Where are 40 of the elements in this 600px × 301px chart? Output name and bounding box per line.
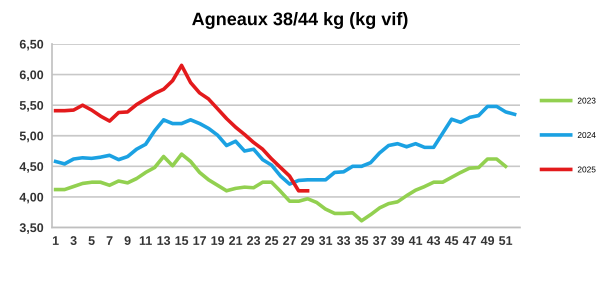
chart-title: Agneaux 38/44 kg (kg vif) — [192, 12, 408, 29]
x-tick-label: 1 — [52, 236, 59, 245]
legend-label: 2023 — [578, 98, 596, 104]
x-tick-label: 9 — [124, 236, 131, 246]
x-tick-label: 31 — [318, 236, 332, 246]
y-tick-label: 5,50 — [20, 100, 44, 112]
x-tick-label: 39 — [390, 236, 404, 246]
x-tick-label: 35 — [354, 236, 368, 246]
x-tick-label: 49 — [480, 236, 494, 246]
x-tick-label: 43 — [426, 236, 440, 246]
x-tick-label: 25 — [265, 236, 278, 246]
line-series — [54, 104, 516, 186]
x-tick-label: 33 — [336, 236, 350, 246]
x-tick-label: 51 — [499, 236, 512, 246]
x-tick-label: 13 — [157, 236, 170, 246]
y-tick-label: 5,00 — [20, 132, 44, 142]
legend-label: 2024 — [578, 132, 596, 138]
x-tick-label: 45 — [444, 236, 458, 246]
x-tick-label: 11 — [140, 236, 152, 245]
y-tick-label: 6,00 — [20, 70, 44, 82]
x-tick-label: 27 — [283, 236, 296, 245]
line-series — [54, 152, 508, 223]
x-tick-label: 37 — [372, 236, 386, 246]
x-tick-label: 21 — [229, 236, 242, 245]
line-series — [54, 64, 310, 193]
legend-label: 2025 — [578, 166, 596, 172]
x-tick-label: 19 — [211, 236, 224, 246]
x-tick-label: 15 — [175, 236, 188, 246]
x-tick-label: 5 — [88, 236, 95, 246]
x-tick-label: 7 — [106, 236, 113, 245]
x-tick-label: 23 — [247, 236, 260, 246]
y-tick-label: 4,00 — [20, 192, 44, 204]
y-tick-label: 4,50 — [20, 162, 44, 173]
x-tick-label: 17 — [193, 236, 206, 245]
x-tick-label: 29 — [301, 236, 314, 246]
y-tick-label: 3,50 — [20, 223, 44, 234]
x-tick-label: 3 — [70, 236, 77, 246]
y-tick-label: 6,50 — [20, 40, 44, 50]
x-tick-label: 47 — [462, 236, 476, 245]
x-tick-label: 41 — [408, 236, 422, 245]
